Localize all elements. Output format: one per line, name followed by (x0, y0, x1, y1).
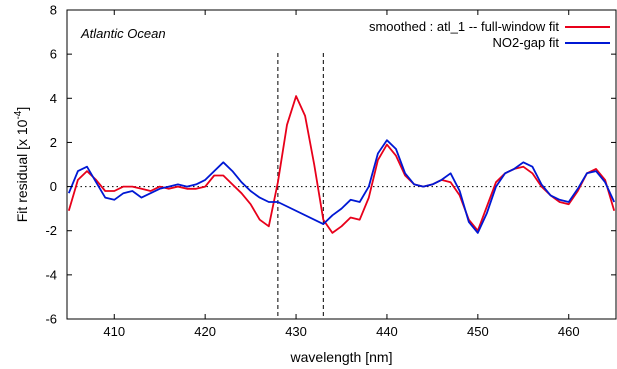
legend: smoothed : atl_1 -- full-window fit NO2-… (369, 19, 610, 50)
x-tick-label: 460 (558, 324, 580, 339)
plot-frame (66, 9, 617, 320)
y-tick-label: 4 (50, 91, 57, 106)
x-tick-label: 440 (376, 324, 398, 339)
region-annotation: Atlantic Ocean (80, 26, 166, 41)
y-axis-label-close: ] (14, 107, 30, 111)
legend-label-full-window-fit: smoothed : atl_1 -- full-window fit (369, 19, 559, 34)
y-axis-label-text: Fit residual [x 10 (14, 119, 30, 222)
series-line-2 (67, 139, 616, 234)
y-tick-label: -6 (45, 312, 57, 327)
y-tick-label: 2 (50, 135, 57, 150)
y-tick-label: 6 (50, 47, 57, 62)
legend-label-no2-gap-fit: NO2-gap fit (493, 35, 560, 50)
y-tick-label: -2 (45, 223, 57, 238)
y-tick-label: 8 (50, 3, 57, 18)
reference-lines (67, 53, 616, 319)
x-tick-label: 410 (103, 324, 125, 339)
x-axis-label: wavelength [nm] (290, 349, 393, 365)
y-tick-label: -4 (45, 267, 57, 282)
y-axis-label-exponent: -4 (13, 110, 24, 119)
x-tick-label: 450 (467, 324, 489, 339)
y-tick-label: 0 (50, 179, 57, 194)
series-lines (67, 95, 616, 234)
y-axis-label: Fit residual [x 10-4] (13, 107, 30, 223)
axis-ticks: 410 420 430 440 450 460 -6 -4 -2 0 2 4 6 8 (45, 3, 616, 339)
x-tick-label: 430 (285, 324, 307, 339)
x-tick-label: 420 (194, 324, 216, 339)
series-line-1 (67, 95, 616, 234)
